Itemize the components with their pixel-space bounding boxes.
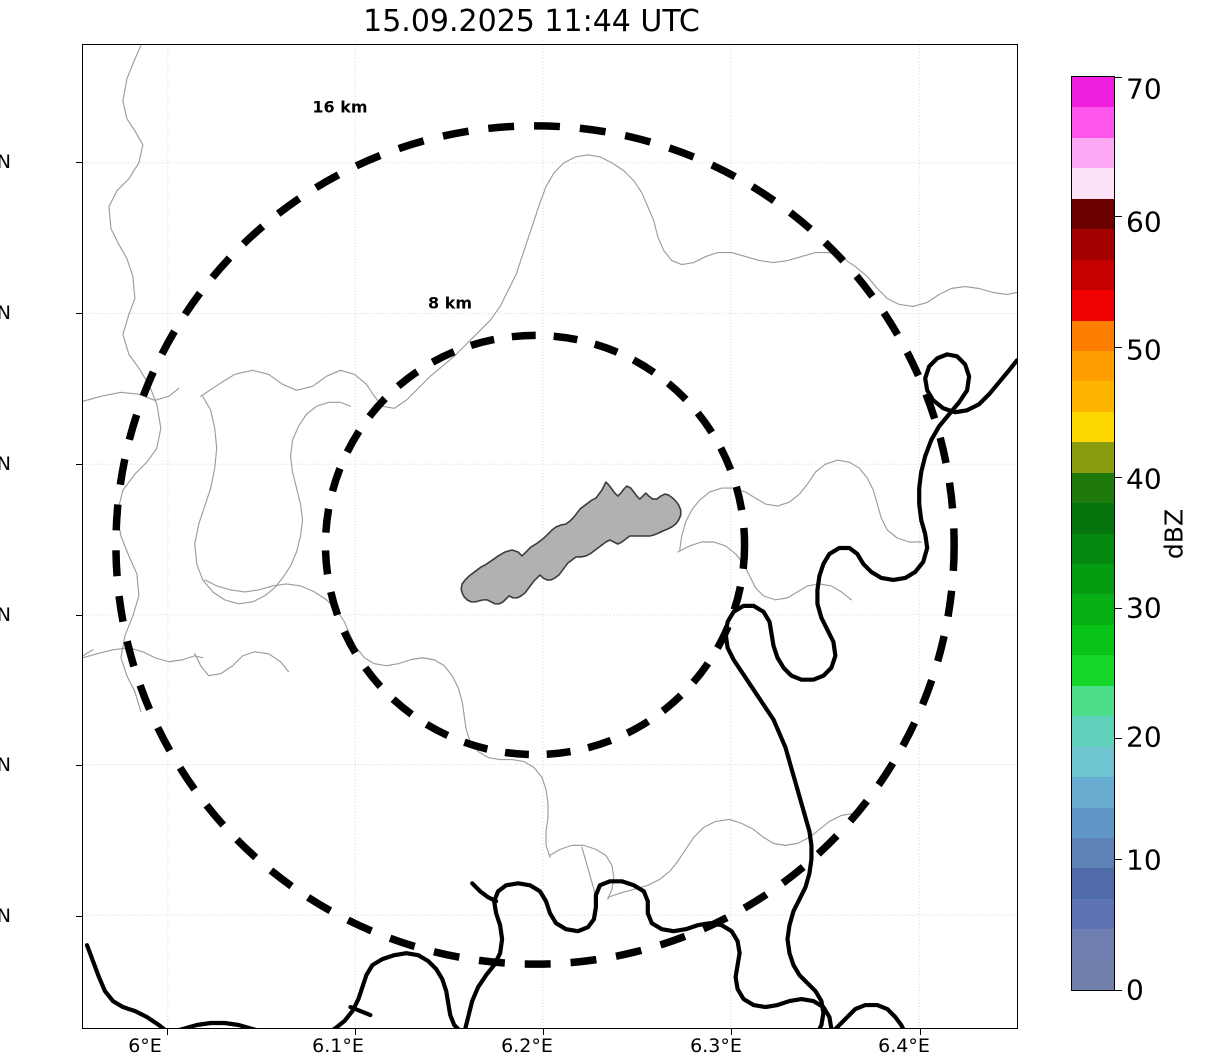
colorbar-axis-label: dBZ — [1159, 508, 1189, 560]
colorbar-band-15-17.5 — [1072, 777, 1114, 808]
colorbar-tick-30 — [1115, 608, 1122, 610]
y-tick-label-495: 49.5°N — [0, 905, 11, 927]
range-ring-16km — [112, 122, 958, 968]
colorbar-band-32.5-35 — [1072, 564, 1114, 595]
colorbar-band-22.5-25 — [1072, 685, 1114, 717]
colorbar-tick-label-70: 70 — [1126, 72, 1162, 106]
colorbar-band-20-22.5 — [1072, 716, 1114, 747]
colorbar-band-42.5-45 — [1072, 442, 1114, 473]
colorbar-band-17.5-20 — [1072, 746, 1114, 778]
colorbar-band-30-32.5 — [1072, 594, 1114, 625]
y-tick-label-4975: 49.75°N — [0, 151, 11, 173]
colorbar-band-47.5-50 — [1072, 381, 1114, 412]
y-tick-mark — [76, 162, 82, 164]
colorbar-band-2.5-5 — [1072, 929, 1114, 960]
colorbar-tick-label-50: 50 — [1126, 333, 1162, 367]
colorbar-tick-20 — [1115, 738, 1122, 740]
colorbar-tick-label-20: 20 — [1126, 720, 1162, 754]
colorbar-tick-label-0: 0 — [1126, 973, 1144, 1007]
colorbar-band-10-12.5 — [1072, 837, 1114, 869]
colorbar-tick-0 — [1115, 990, 1122, 992]
map-geometry — [83, 45, 1017, 1028]
x-tick-mark — [920, 1029, 922, 1035]
colorbar-band-37.5-40 — [1072, 503, 1114, 534]
colorbar-tick-label-60: 60 — [1126, 205, 1162, 239]
x-tick-mark — [543, 1029, 545, 1035]
colorbar-band-12.5-15 — [1072, 807, 1114, 838]
map-plot-area — [82, 44, 1018, 1029]
range-ring-label-8km: 8 km — [427, 293, 473, 313]
range-ring-8km — [321, 331, 749, 759]
colorbar-tick-70 — [1115, 77, 1122, 79]
y-tick-mark — [76, 464, 82, 466]
colorbar-band-52.5-55 — [1072, 320, 1114, 351]
colorbar-band-70-72.5 — [1072, 107, 1114, 138]
colorbar-band-45-47.5 — [1072, 411, 1114, 443]
colorbar-tick-60 — [1115, 216, 1122, 218]
colorbar-band-67.5-70 — [1072, 137, 1114, 169]
x-tick-label-64e: 6.4°E — [878, 1035, 930, 1057]
colorbar-band-27.5-30 — [1072, 624, 1114, 656]
colorbar-band-5-7.5 — [1072, 898, 1114, 930]
colorbar-band-65-67.5 — [1072, 168, 1114, 199]
colorbar — [1071, 76, 1115, 991]
x-tick-label-61e: 6.1°E — [312, 1035, 364, 1057]
admin-boundaries — [83, 45, 1017, 904]
page-title: 15.09.2025 11:44 UTC — [363, 4, 700, 39]
x-tick-mark — [731, 1029, 733, 1035]
colorbar-band-72.5-75 — [1072, 77, 1114, 108]
colorbar-band-60-62.5 — [1072, 229, 1114, 260]
colorbar-band-55-57.5 — [1072, 290, 1114, 321]
y-tick-mark — [76, 765, 82, 767]
colorbar-band-25-27.5 — [1072, 655, 1114, 686]
y-tick-label-4965: 49.65°N — [0, 453, 11, 475]
y-tick-label-496: 49.6°N — [0, 604, 11, 626]
colorbar-band-35-37.5 — [1072, 533, 1114, 564]
x-tick-mark — [167, 1029, 169, 1035]
y-tick-mark — [76, 916, 82, 918]
x-tick-label-6e: 6°E — [128, 1035, 162, 1057]
y-tick-mark — [76, 615, 82, 617]
colorbar-band-7.5-10 — [1072, 868, 1114, 899]
colorbar-tick-50 — [1115, 347, 1122, 349]
colorbar-band-57.5-60 — [1072, 259, 1114, 291]
y-tick-label-497: 49.7°N — [0, 302, 11, 324]
range-rings — [112, 122, 958, 968]
highlighted-area-polygon — [460, 481, 682, 605]
colorbar-tick-40 — [1115, 477, 1122, 479]
y-tick-mark — [76, 313, 82, 315]
colorbar-band-50-52.5 — [1072, 350, 1114, 382]
national-borders — [84, 352, 1017, 1028]
x-tick-mark — [355, 1029, 357, 1035]
colorbar-band-0-2.5 — [1072, 959, 1114, 991]
colorbar-band-62.5-65 — [1072, 198, 1114, 230]
y-tick-label-4955: 49.55°N — [0, 754, 11, 776]
x-tick-label-62e: 6.2°E — [501, 1035, 553, 1057]
colorbar-tick-label-30: 30 — [1126, 591, 1162, 625]
colorbar-band-40-42.5 — [1072, 472, 1114, 504]
range-ring-label-16km: 16 km — [312, 97, 368, 117]
colorbar-tick-label-40: 40 — [1126, 462, 1162, 496]
x-tick-label-63e: 6.3°E — [690, 1035, 742, 1057]
colorbar-tick-10 — [1115, 859, 1122, 861]
colorbar-tick-label-10: 10 — [1126, 843, 1162, 877]
